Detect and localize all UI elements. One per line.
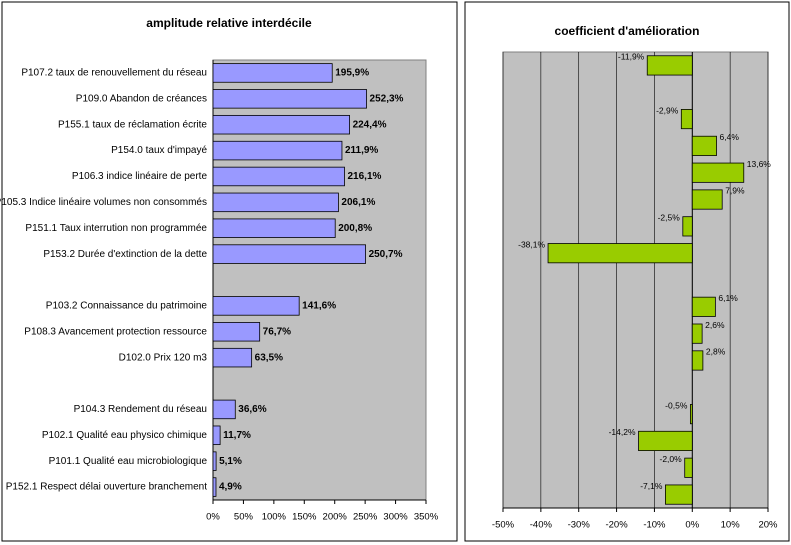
bar [212,425,221,446]
x-tick-label: 150% [292,512,317,523]
x-tick-label: 300% [383,512,408,523]
value-label: 250,7% [369,249,403,260]
value-label: 13,6% [747,159,772,169]
bar [212,296,300,316]
value-label: -14,2% [609,427,636,437]
bar [212,451,217,471]
value-label: 5,1% [219,456,242,467]
bar [691,135,717,156]
value-label: 6,1% [718,293,738,303]
y-tick-label: D102.0 Prix 120 m3 [119,352,208,363]
bar [212,244,366,264]
value-label: -2,0% [659,454,682,464]
bar [212,192,339,213]
plot-area [502,51,769,509]
x-tick-label: -10% [643,520,666,531]
value-label: 76,7% [263,326,291,337]
bar [691,350,704,371]
bar [689,404,693,425]
x-tick-label: 50% [234,512,254,523]
y-tick-label: P154.0 taux d'impayé [111,145,207,156]
bar [682,216,693,237]
bar [547,243,693,264]
bar [212,218,336,238]
y-tick-label: P151.1 Taux interrution non programmée [25,223,207,234]
bar [212,477,217,497]
value-label: 224,4% [353,119,387,130]
y-tick-label: P103.2 Connaissance du patrimoine [46,301,208,312]
value-label: 2,8% [706,347,726,357]
value-label: -11,9% [618,52,645,62]
y-tick-label: P102.1 Qualité eau physico chimique [42,430,208,441]
y-tick-label: P155.1 taux de réclamation écrite [58,119,207,130]
value-label: 211,9% [345,145,378,156]
bar [212,322,261,342]
value-label: 2,6% [705,320,725,330]
bar [684,457,693,478]
bar [212,140,343,161]
value-label: 216,1% [348,171,382,182]
y-tick-label: P104.3 Rendement du réseau [74,404,207,415]
bar [212,399,236,420]
bar [691,162,745,183]
y-tick-label: P153.2 Durée d'extinction de la dette [43,249,207,260]
y-tick-label: P107.2 taux de renouvellement du réseau [21,68,207,79]
value-label: 4,9% [219,482,242,493]
x-tick-label: 0% [206,512,220,523]
bar [691,189,723,210]
value-label: -2,5% [658,213,681,223]
x-tick-label: 0% [685,520,699,531]
value-label: 7,9% [725,186,745,196]
y-tick-label: P101.1 Qualité eau microbiologique [49,456,208,467]
bar [691,323,703,344]
x-tick-label: -50% [492,520,515,531]
x-tick-label: 350% [414,512,439,523]
x-tick-label: 250% [353,512,378,523]
bar [212,347,253,368]
bar [638,430,693,451]
y-tick-label: P152.1 Respect délai ouverture brancheme… [6,482,207,493]
bar [212,63,333,83]
value-label: -0,5% [665,400,688,410]
bar [212,166,345,187]
bar [691,296,716,317]
x-tick-label: 10% [721,520,741,531]
value-label: -7,1% [640,481,663,491]
value-label: -2,9% [656,105,679,115]
value-label: 11,7% [223,430,251,441]
x-tick-label: -40% [530,520,553,531]
x-tick-label: -20% [605,520,628,531]
value-label: 195,9% [335,68,369,79]
x-tick-label: 20% [758,520,778,531]
bar [212,114,350,135]
x-tick-label: -30% [568,520,591,531]
bar [212,89,367,109]
bar [680,109,693,130]
bar [646,55,693,76]
value-label: 36,6% [238,404,266,415]
y-tick-label: P109.0 Abandon de créances [76,93,207,104]
x-tick-label: 200% [323,512,348,523]
chart-title: amplitude relative interdécile [146,16,312,30]
chart-title: coefficient d'amélioration [555,24,700,38]
value-label: 141,6% [302,301,336,312]
y-tick-label: P105.3 Indice linéaire volumes non conso… [0,197,207,208]
value-label: 6,4% [720,132,740,142]
value-label: 206,1% [341,197,375,208]
value-label: 63,5% [255,352,283,363]
value-label: 252,3% [370,93,404,104]
x-tick-label: 100% [262,512,287,523]
y-tick-label: P106.3 indice linéaire de perte [72,171,208,182]
y-tick-label: P108.3 Avancement protection ressource [24,326,207,337]
value-label: 200,8% [338,223,372,234]
bar [665,484,693,505]
value-label: -38,1% [518,239,545,249]
